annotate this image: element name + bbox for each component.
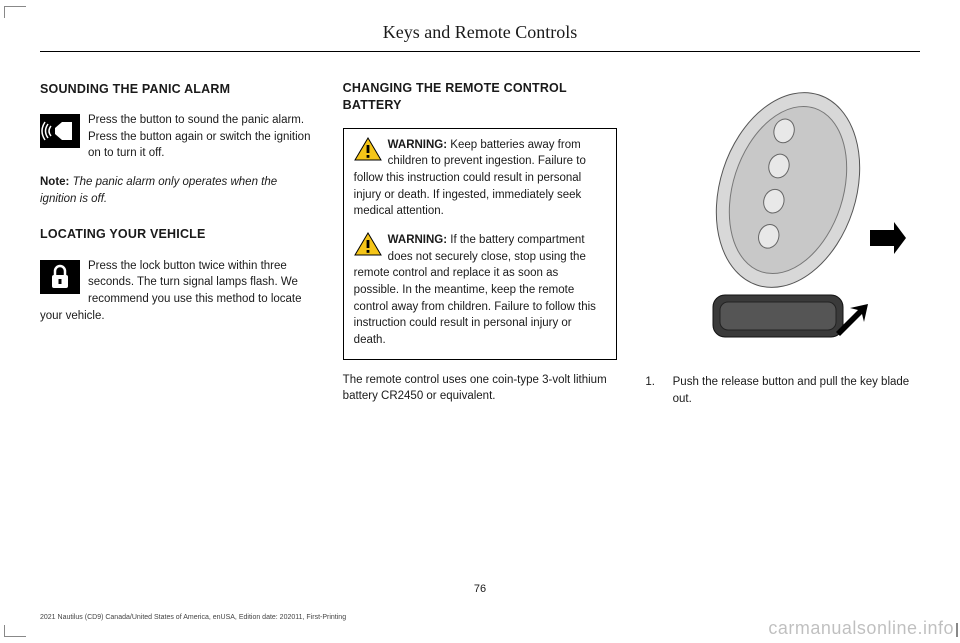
panic-text: Press the button to sound the panic alar…: [88, 114, 310, 159]
key-fob-figure: [658, 80, 908, 360]
step-1: 1. Push the release button and pull the …: [645, 374, 920, 407]
section-title-locate: LOCATING YOUR VEHICLE: [40, 225, 315, 243]
watermark: carmanualsonline.info: [768, 618, 954, 639]
column-1: SOUNDING THE PANIC ALARM Press the butto…: [40, 80, 315, 417]
warning-text-2: If the battery compartment does not secu…: [354, 234, 596, 346]
warning-label-1: WARNING:: [388, 139, 451, 151]
page-content: Keys and Remote Controls SOUNDING THE PA…: [0, 0, 960, 417]
page-number: 76: [0, 583, 960, 595]
step-number: 1.: [645, 374, 660, 407]
panic-paragraph: Press the button to sound the panic alar…: [40, 112, 315, 162]
warning-triangle-icon: [354, 232, 382, 256]
warning-triangle-icon: [354, 137, 382, 161]
column-3: 1. Push the release button and pull the …: [645, 80, 920, 417]
warning-2: WARNING: If the battery compartment does…: [354, 232, 607, 349]
crop-mark-bl: [4, 625, 26, 637]
warning-1: WARNING: Keep batteries away from childr…: [354, 137, 607, 220]
panic-icon: [40, 114, 80, 148]
note-label: Note:: [40, 176, 73, 188]
locate-paragraph: Press the lock button twice within three…: [40, 258, 315, 325]
crop-mark-r: [956, 623, 958, 637]
page-title: Keys and Remote Controls: [40, 22, 920, 52]
footer-edition-line: 2021 Nautilus (CD9) Canada/United States…: [40, 614, 346, 621]
column-2: CHANGING THE REMOTE CONTROL BATTERY WARN…: [343, 80, 618, 417]
battery-spec-text: The remote control uses one coin-type 3-…: [343, 372, 618, 405]
step-text: Push the release button and pull the key…: [673, 374, 920, 407]
lock-icon: [40, 260, 80, 294]
section-title-panic: SOUNDING THE PANIC ALARM: [40, 80, 315, 98]
panic-note: Note: The panic alarm only operates when…: [40, 174, 315, 207]
crop-mark-tl: [4, 6, 26, 18]
content-columns: SOUNDING THE PANIC ALARM Press the butto…: [40, 80, 920, 417]
section-title-battery: CHANGING THE REMOTE CONTROL BATTERY: [343, 80, 618, 114]
warning-box: WARNING: Keep batteries away from childr…: [343, 128, 618, 360]
note-text: The panic alarm only operates when the i…: [40, 176, 277, 205]
warning-label-2: WARNING:: [388, 234, 451, 246]
